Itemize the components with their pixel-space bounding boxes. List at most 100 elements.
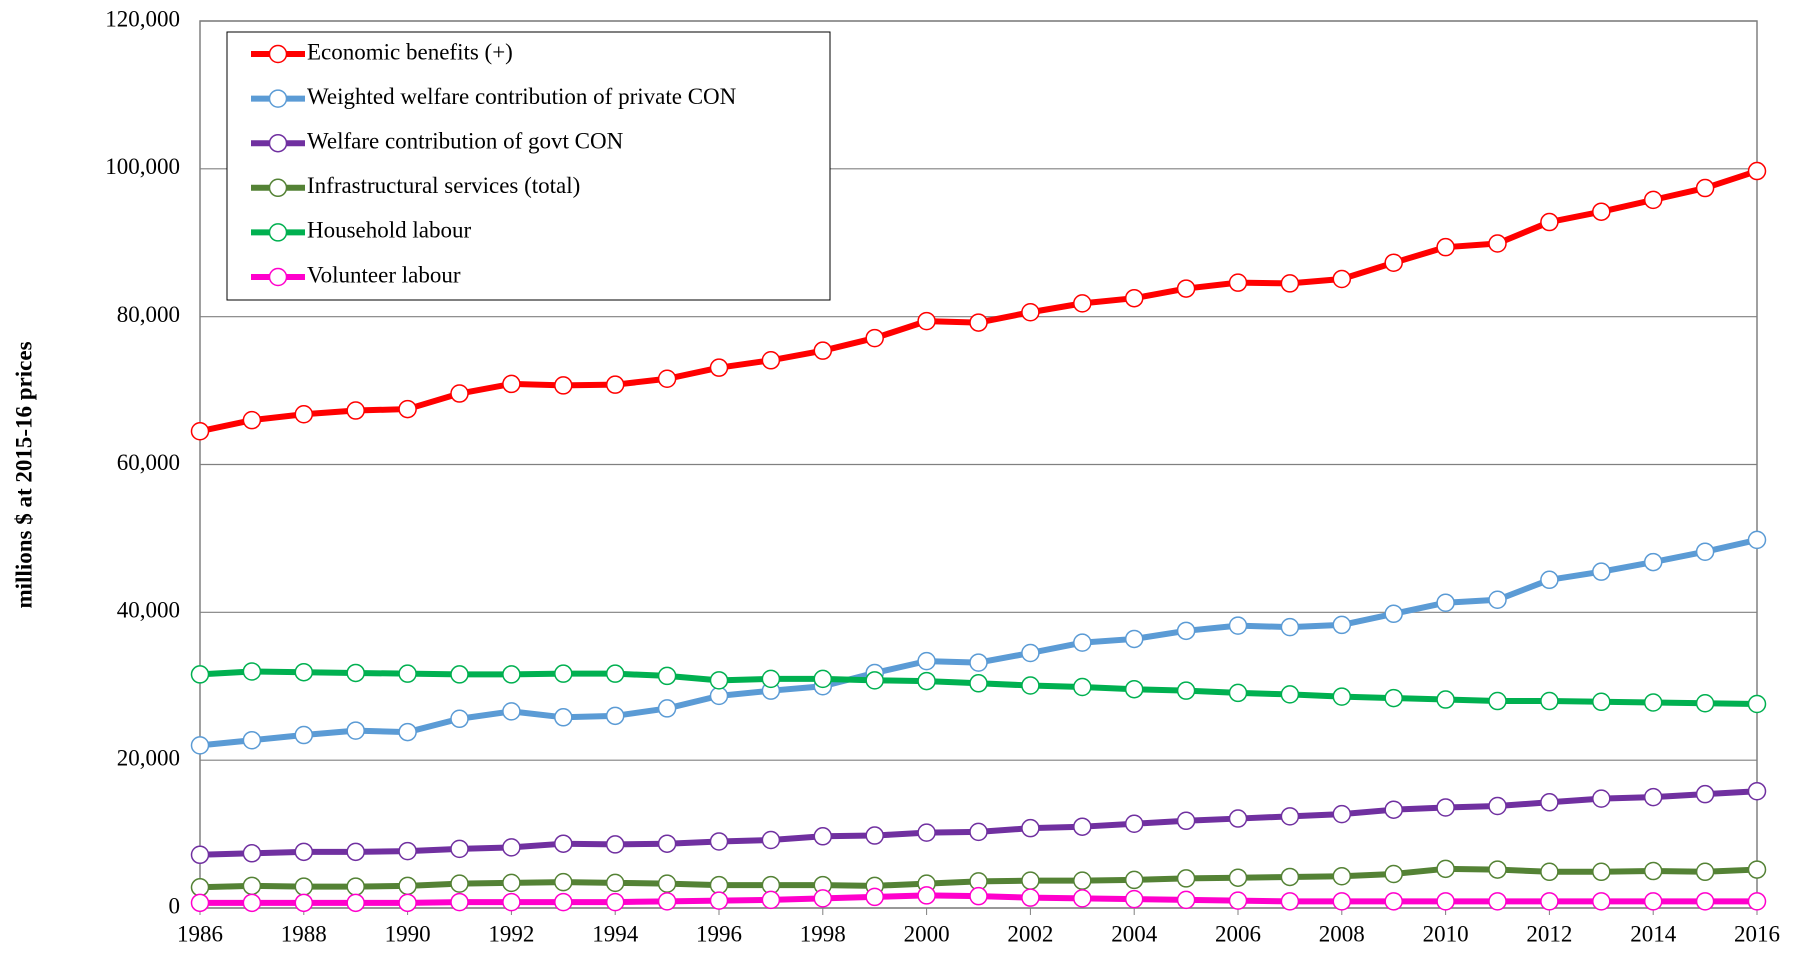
data-point (294, 725, 314, 745)
x-tick-label: 1992 (488, 921, 534, 946)
data-point (450, 384, 469, 403)
data-point (1592, 202, 1611, 221)
data-point (1384, 864, 1403, 884)
x-tick-label: 2006 (1215, 921, 1261, 946)
data-point (1695, 542, 1715, 561)
data-point (917, 651, 936, 671)
data-point (969, 674, 988, 693)
data-point (398, 399, 417, 419)
data-point (242, 662, 262, 681)
data-point (1280, 892, 1300, 911)
data-point (398, 876, 417, 896)
data-point (605, 375, 625, 394)
data-point (1488, 234, 1507, 253)
series-line (199, 536, 1758, 749)
data-point (1384, 800, 1403, 819)
data-point (502, 702, 521, 721)
data-point (1228, 809, 1248, 828)
x-tick-label: 1986 (177, 921, 223, 946)
data-point (1124, 629, 1144, 649)
data-point (865, 826, 884, 845)
data-point (1436, 892, 1455, 911)
data-point (1021, 643, 1040, 663)
data-point (657, 699, 677, 718)
data-point (1488, 860, 1507, 879)
data-point (294, 404, 314, 424)
data-point (813, 889, 833, 908)
data-point (1073, 817, 1092, 836)
data-point (1540, 892, 1559, 911)
data-point (761, 890, 781, 910)
data-point (1073, 889, 1092, 908)
data-point (657, 892, 677, 911)
data-point (554, 872, 573, 892)
x-tick-label: 2016 (1734, 921, 1780, 946)
data-point (1073, 871, 1092, 890)
data-point (1695, 178, 1715, 198)
x-tick-label: 2012 (1526, 921, 1572, 946)
data-point (761, 830, 781, 850)
data-point (1540, 862, 1559, 882)
data-point (1176, 890, 1196, 910)
data-point (1747, 781, 1767, 801)
data-point (1436, 237, 1455, 257)
data-point (1228, 273, 1248, 292)
data-point (398, 722, 417, 742)
y-tick-label: 0 (169, 893, 181, 918)
data-point (1124, 889, 1144, 909)
data-point (1384, 688, 1403, 708)
data-point (1643, 190, 1663, 210)
data-point (1332, 269, 1352, 289)
data-point (502, 873, 521, 893)
data-point (709, 875, 729, 895)
data-point (709, 358, 729, 377)
data-point (1488, 796, 1507, 816)
x-tick-label: 2010 (1423, 921, 1469, 946)
data-point (1488, 892, 1507, 911)
data-point (1228, 683, 1248, 703)
data-point (813, 341, 833, 360)
data-point (1280, 685, 1300, 704)
data-point (1176, 869, 1196, 888)
data-point (502, 374, 521, 394)
data-point (190, 736, 210, 755)
data-point (450, 892, 469, 912)
legend-label: Volunteer labour (307, 262, 461, 287)
data-point (398, 664, 417, 683)
data-point (865, 887, 884, 907)
data-point (1073, 294, 1092, 313)
data-point (346, 663, 365, 683)
data-point (554, 376, 573, 395)
data-point (1540, 212, 1559, 232)
x-tick-label: 2000 (904, 921, 950, 946)
data-point (1228, 868, 1248, 887)
data-point (1592, 892, 1611, 911)
data-point (1643, 552, 1663, 572)
x-tick-label: 1988 (281, 921, 327, 946)
data-point (1332, 866, 1352, 886)
legend-marker (268, 178, 288, 198)
data-point (1280, 867, 1300, 887)
data-point (605, 706, 625, 726)
data-point (1228, 616, 1248, 635)
data-point (450, 665, 469, 684)
data-point (242, 876, 262, 896)
data-point (1332, 804, 1352, 824)
data-point (1176, 811, 1196, 831)
data-point (969, 653, 988, 672)
data-point (605, 892, 625, 912)
data-point (294, 842, 314, 862)
data-point (242, 730, 262, 750)
data-point (1124, 288, 1144, 308)
data-point (1540, 793, 1559, 812)
data-point (1280, 617, 1300, 637)
x-tick-label: 2014 (1630, 921, 1677, 946)
legend-label: Weighted welfare contribution of private… (307, 84, 737, 109)
data-point (709, 671, 729, 690)
data-point (657, 369, 677, 389)
data-point (346, 401, 365, 420)
data-point (1747, 161, 1767, 181)
data-point (1021, 676, 1040, 695)
data-point (398, 893, 417, 913)
